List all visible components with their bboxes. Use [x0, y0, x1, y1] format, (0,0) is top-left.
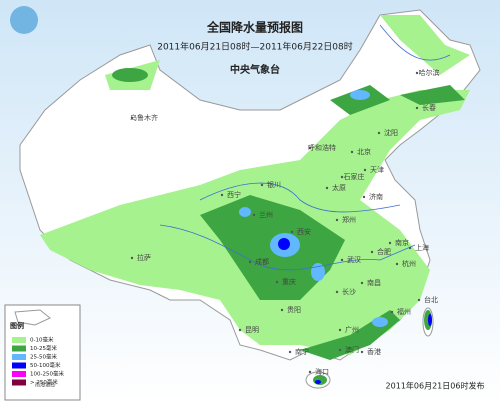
inset-label: 南海诸岛: [35, 382, 55, 389]
city-dot: [390, 310, 394, 314]
legend-swatch: [12, 362, 26, 369]
city-label: 北京: [357, 147, 371, 156]
city-dot: [252, 213, 256, 217]
city-dot: [340, 258, 344, 262]
city-dot: [338, 348, 342, 352]
city-dot: [388, 241, 392, 245]
city-label: 重庆: [282, 277, 296, 286]
city-label: 台北: [424, 295, 438, 304]
city-dot: [290, 230, 294, 234]
city-label: 郑州: [342, 216, 356, 224]
city-dot: [360, 350, 364, 354]
city-dot: [338, 328, 342, 332]
city-label: 广州: [345, 325, 359, 334]
city-dot: [363, 168, 367, 172]
city-label: 石家庄: [344, 172, 365, 181]
city-label: 西宁: [227, 190, 241, 199]
city-label: 南京: [395, 238, 409, 247]
city-dot: [308, 146, 312, 150]
legend-swatch: [12, 345, 26, 352]
city-dot: [288, 350, 292, 354]
city-dot: [238, 328, 242, 332]
city-dot: [377, 131, 381, 135]
city-label: 福州: [397, 307, 411, 316]
city-dot: [130, 116, 134, 120]
legend-swatch: [12, 371, 26, 377]
city-dot: [335, 218, 339, 222]
city-label: 武汉: [347, 255, 361, 264]
city-label: 香港: [367, 347, 381, 356]
period: 2011年06月21日08时—2011年06月22日08时: [157, 41, 353, 53]
legend-title: 图例: [10, 321, 24, 330]
inset-map: [14, 309, 51, 326]
city-dot: [350, 150, 354, 154]
city-label: 合肥: [377, 247, 391, 256]
city-dot: [408, 246, 412, 250]
city-label: 西安: [297, 227, 311, 236]
city-dot: [260, 183, 264, 187]
city-label: 太原: [332, 183, 346, 192]
legend: 图例 0-10毫米10-25毫米25-50毫米50-100毫米100-250毫米…: [4, 304, 81, 401]
city-label: 兰州: [259, 210, 273, 219]
city-label: 银川: [267, 180, 281, 189]
legend-label: 50-100毫米: [30, 361, 61, 369]
city-label: 呼和浩特: [308, 143, 336, 152]
rain-areas: [40, 15, 470, 385]
city-label: 拉萨: [137, 253, 151, 262]
city-dot: [130, 256, 134, 260]
city-dot: [248, 260, 252, 264]
footer: 2011年06月21日06时发布: [386, 381, 485, 391]
city-dot: [360, 281, 364, 285]
legend-label: 100-250毫米: [30, 370, 64, 378]
agency: 中央气象台: [230, 63, 280, 76]
legend-swatch: [12, 379, 26, 386]
city-dot: [220, 193, 224, 197]
city-label: 杭州: [402, 259, 416, 268]
city-dot: [415, 71, 419, 75]
city-label: 成都: [255, 257, 269, 266]
legend-label: > 250毫米: [30, 378, 58, 386]
city-label: 南昌: [367, 278, 381, 287]
rivers: [159, 24, 451, 271]
city-label: 长春: [422, 103, 436, 112]
city-dot: [340, 175, 344, 179]
city-label: 澳门: [345, 345, 359, 354]
city-label: 上海: [415, 243, 429, 252]
city-label: 南宁: [295, 347, 309, 356]
city-label: 长沙: [342, 287, 356, 296]
city-dot: [280, 308, 284, 312]
legend-swatch: [12, 337, 26, 343]
city-dot: [308, 370, 312, 374]
legend-label: 10-25毫米: [30, 344, 57, 352]
city-label: 乌鲁木齐: [130, 113, 158, 122]
city-label: 昆明: [245, 326, 259, 334]
city-dot: [415, 106, 419, 110]
city-dot: [275, 280, 279, 284]
city-dot: [335, 290, 339, 294]
logo: [10, 6, 38, 34]
city-dot: [417, 298, 421, 302]
city-dot: [395, 262, 399, 266]
city-dot: [362, 195, 366, 199]
city-label: 沈阳: [384, 128, 398, 137]
city-label: 济南: [369, 192, 383, 201]
city-label: 哈尔滨: [419, 68, 440, 77]
city-label: 天津: [370, 166, 384, 174]
city-dot: [325, 186, 329, 190]
legend-label: 25-50毫米: [30, 353, 57, 361]
city-label: 海口: [315, 367, 329, 376]
legend-swatch: [12, 354, 26, 360]
legend-label: 0-10毫米: [30, 336, 54, 344]
city-dot: [370, 250, 374, 254]
city-label: 贵阳: [287, 305, 301, 314]
title: 全国降水量预报图: [206, 20, 303, 35]
